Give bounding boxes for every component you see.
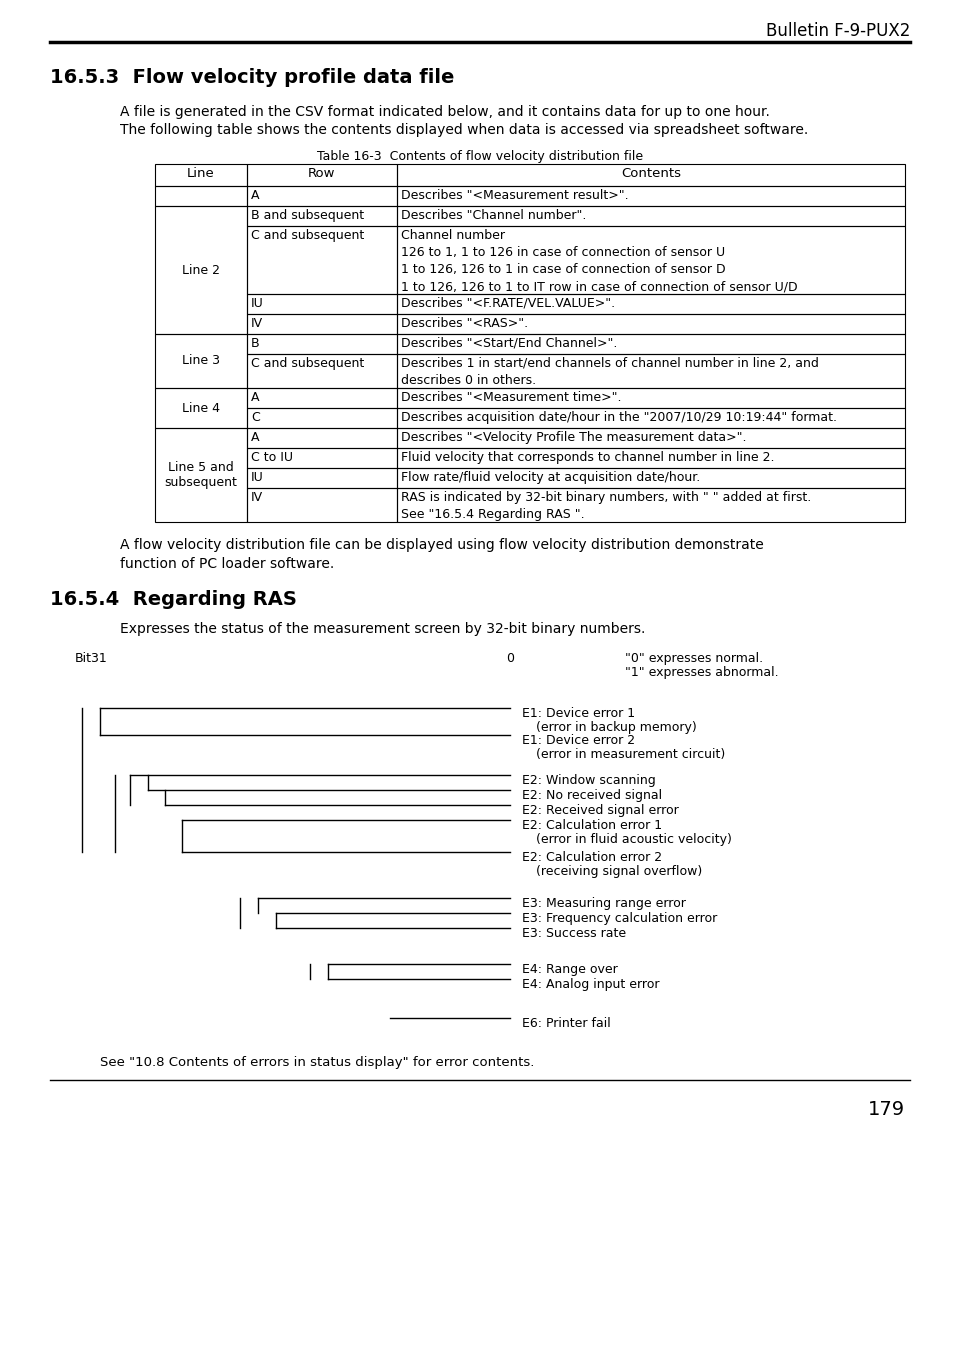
Bar <box>396 408 904 428</box>
Bar <box>396 226 904 295</box>
Text: IU: IU <box>251 471 263 484</box>
Bar <box>154 428 247 521</box>
Text: (error in fluid acoustic velocity): (error in fluid acoustic velocity) <box>536 834 731 846</box>
Text: RAS is indicated by 32-bit binary numbers, with " " added at first.
See "16.5.4 : RAS is indicated by 32-bit binary number… <box>400 490 810 521</box>
Bar <box>396 313 904 334</box>
Text: E2: Calculation error 2: E2: Calculation error 2 <box>521 851 661 865</box>
Text: Line: Line <box>187 168 214 180</box>
Text: IU: IU <box>251 297 263 309</box>
Text: IV: IV <box>251 490 263 504</box>
Text: Line 5 and
subsequent: Line 5 and subsequent <box>164 461 237 489</box>
Bar <box>396 163 904 186</box>
Bar <box>247 313 396 334</box>
Bar <box>396 186 904 205</box>
Text: Table 16-3  Contents of flow velocity distribution file: Table 16-3 Contents of flow velocity dis… <box>316 150 642 163</box>
Text: C and subsequent: C and subsequent <box>251 357 364 370</box>
Text: Describes "<Measurement time>".: Describes "<Measurement time>". <box>400 390 620 404</box>
Text: Describes acquisition date/hour in the "2007/10/29 10:19:44" format.: Describes acquisition date/hour in the "… <box>400 411 836 424</box>
Text: 0: 0 <box>505 653 514 665</box>
Bar <box>396 354 904 388</box>
Bar <box>154 163 247 186</box>
Text: E6: Printer fail: E6: Printer fail <box>521 1017 610 1029</box>
Text: B and subsequent: B and subsequent <box>251 209 364 222</box>
Bar <box>396 467 904 488</box>
Bar <box>154 388 247 428</box>
Bar <box>247 334 396 354</box>
Text: E3: Frequency calculation error: E3: Frequency calculation error <box>521 912 717 925</box>
Text: E3: Success rate: E3: Success rate <box>521 927 625 940</box>
Bar <box>247 226 396 295</box>
Bar <box>247 467 396 488</box>
Text: Expresses the status of the measurement screen by 32-bit binary numbers.: Expresses the status of the measurement … <box>120 621 644 636</box>
Text: Line 4: Line 4 <box>182 401 220 415</box>
Text: E2: Received signal error: E2: Received signal error <box>521 804 678 817</box>
Text: (receiving signal overflow): (receiving signal overflow) <box>536 865 701 878</box>
Text: (error in backup memory): (error in backup memory) <box>536 721 696 734</box>
Bar <box>396 388 904 408</box>
Bar <box>396 334 904 354</box>
Text: A flow velocity distribution file can be displayed using flow velocity distribut: A flow velocity distribution file can be… <box>120 538 763 571</box>
Text: Describes "<F.RATE/VEL.VALUE>".: Describes "<F.RATE/VEL.VALUE>". <box>400 297 615 309</box>
Bar <box>247 428 396 449</box>
Text: C: C <box>251 411 259 424</box>
Text: E3: Measuring range error: E3: Measuring range error <box>521 897 685 911</box>
Bar <box>247 163 396 186</box>
Text: C and subsequent: C and subsequent <box>251 230 364 242</box>
Bar <box>247 449 396 467</box>
Text: B: B <box>251 336 259 350</box>
Text: Bulletin F-9-PUX2: Bulletin F-9-PUX2 <box>765 22 909 41</box>
Text: E2: No received signal: E2: No received signal <box>521 789 661 802</box>
Text: IV: IV <box>251 317 263 330</box>
Text: Describes "Channel number".: Describes "Channel number". <box>400 209 586 222</box>
Text: See "10.8 Contents of errors in status display" for error contents.: See "10.8 Contents of errors in status d… <box>100 1056 534 1069</box>
Bar <box>247 488 396 521</box>
Bar <box>396 205 904 226</box>
Bar <box>247 408 396 428</box>
Text: A: A <box>251 390 259 404</box>
Bar <box>154 186 247 205</box>
Text: A: A <box>251 189 259 203</box>
Text: "0" expresses normal.: "0" expresses normal. <box>624 653 762 665</box>
Text: A: A <box>251 431 259 444</box>
Text: Describes "<RAS>".: Describes "<RAS>". <box>400 317 528 330</box>
Bar <box>154 334 247 388</box>
Bar <box>247 186 396 205</box>
Text: Line 2: Line 2 <box>182 263 220 277</box>
Text: E4: Range over: E4: Range over <box>521 963 618 975</box>
Bar <box>396 449 904 467</box>
Text: 16.5.4  Regarding RAS: 16.5.4 Regarding RAS <box>50 590 296 609</box>
Text: Describes "<Measurement result>".: Describes "<Measurement result>". <box>400 189 628 203</box>
Bar <box>247 388 396 408</box>
Text: 179: 179 <box>867 1100 904 1119</box>
Text: E2: Window scanning: E2: Window scanning <box>521 774 655 788</box>
Text: Row: Row <box>308 168 335 180</box>
Text: (error in measurement circuit): (error in measurement circuit) <box>536 748 724 761</box>
Text: E1: Device error 2: E1: Device error 2 <box>521 734 635 747</box>
Text: E1: Device error 1: E1: Device error 1 <box>521 707 635 720</box>
Text: Flow rate/fluid velocity at acquisition date/hour.: Flow rate/fluid velocity at acquisition … <box>400 471 700 484</box>
Bar <box>247 354 396 388</box>
Text: Contents: Contents <box>620 168 680 180</box>
Text: A file is generated in the CSV format indicated below, and it contains data for : A file is generated in the CSV format in… <box>120 105 769 119</box>
Text: Line 3: Line 3 <box>182 354 220 367</box>
Bar <box>247 205 396 226</box>
Text: Channel number
126 to 1, 1 to 126 in case of connection of sensor U
1 to 126, 12: Channel number 126 to 1, 1 to 126 in cas… <box>400 230 797 293</box>
Text: E4: Analog input error: E4: Analog input error <box>521 978 659 992</box>
Bar <box>247 295 396 313</box>
Bar <box>396 428 904 449</box>
Text: Bit31: Bit31 <box>75 653 108 665</box>
Text: C to IU: C to IU <box>251 451 293 463</box>
Text: "1" expresses abnormal.: "1" expresses abnormal. <box>624 666 778 680</box>
Text: Fluid velocity that corresponds to channel number in line 2.: Fluid velocity that corresponds to chann… <box>400 451 774 463</box>
Bar <box>154 205 247 334</box>
Bar <box>396 295 904 313</box>
Text: 16.5.3  Flow velocity profile data file: 16.5.3 Flow velocity profile data file <box>50 68 454 86</box>
Text: Describes "<Velocity Profile The measurement data>".: Describes "<Velocity Profile The measure… <box>400 431 745 444</box>
Text: Describes "<Start/End Channel>".: Describes "<Start/End Channel>". <box>400 336 617 350</box>
Bar <box>396 488 904 521</box>
Text: E2: Calculation error 1: E2: Calculation error 1 <box>521 819 661 832</box>
Text: The following table shows the contents displayed when data is accessed via sprea: The following table shows the contents d… <box>120 123 807 136</box>
Text: Describes 1 in start/end channels of channel number in line 2, and
describes 0 i: Describes 1 in start/end channels of cha… <box>400 357 818 386</box>
